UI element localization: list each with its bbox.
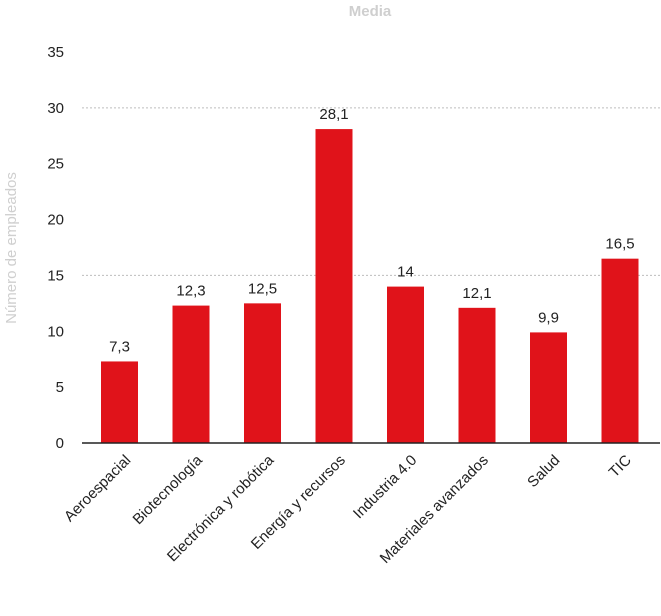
data-label: 9,9 [538, 309, 559, 326]
x-tick-label: Industria 4.0 [350, 452, 420, 522]
y-axis-ticks: 0 5 10 15 20 25 30 35 [47, 44, 64, 452]
data-labels: 7,3 12,3 12,5 28,1 14 12,1 9,9 16,5 [109, 106, 635, 355]
bar [172, 305, 210, 443]
data-label: 12,5 [248, 280, 277, 297]
data-label: 14 [397, 264, 414, 281]
y-axis-label: Número de empleados [3, 172, 20, 324]
bars [101, 129, 639, 443]
bar [458, 307, 496, 443]
chart-title: Media [349, 3, 392, 20]
y-tick-label: 5 [56, 379, 64, 396]
x-tick-label: Biotecnología [130, 451, 207, 528]
x-tick-label: TIC [606, 452, 635, 481]
bar [244, 303, 281, 443]
data-label: 12,3 [176, 283, 205, 300]
bar [387, 286, 424, 443]
bar [530, 332, 567, 443]
y-tick-label: 25 [47, 156, 64, 173]
data-label: 28,1 [319, 106, 348, 123]
x-tick-label: Salud [524, 452, 563, 491]
bar [601, 258, 639, 443]
bar [101, 361, 138, 443]
gridlines [82, 107, 660, 276]
y-tick-label: 10 [47, 323, 64, 340]
y-tick-label: 35 [47, 44, 64, 61]
y-tick-label: 15 [47, 267, 64, 284]
y-tick-label: 0 [56, 435, 64, 452]
y-tick-label: 20 [47, 212, 64, 229]
x-tick-label: Aeroespacial [61, 452, 134, 525]
data-label: 12,1 [462, 285, 491, 302]
data-label: 7,3 [109, 338, 130, 355]
bar [315, 129, 353, 443]
data-label: 16,5 [605, 236, 634, 253]
y-tick-label: 30 [47, 100, 64, 117]
